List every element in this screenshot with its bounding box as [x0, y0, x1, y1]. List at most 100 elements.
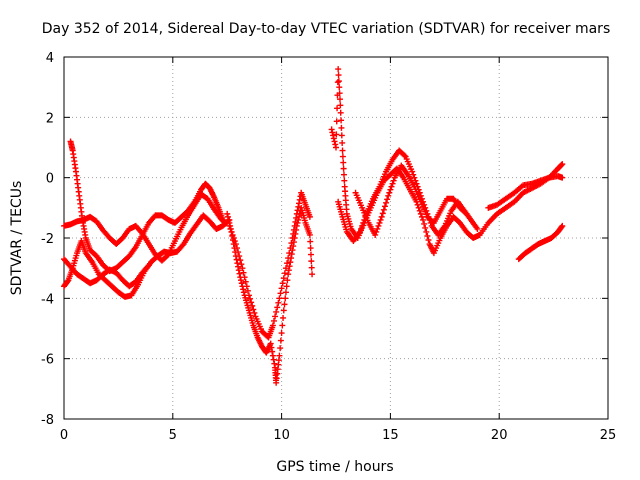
data-point: [558, 223, 565, 230]
series-track-4: [61, 256, 152, 290]
series-track-3: [61, 191, 229, 264]
data-point: [333, 118, 340, 125]
x-tick-label: 0: [60, 428, 68, 443]
data-point: [358, 225, 365, 232]
data-point: [145, 262, 152, 269]
data-point: [306, 213, 313, 220]
data-point: [248, 299, 255, 306]
series-track-1: [67, 138, 226, 275]
data-point: [281, 301, 288, 308]
data-point: [277, 290, 284, 297]
data-point: [360, 219, 367, 226]
data-point: [273, 308, 280, 315]
data-point: [340, 159, 347, 166]
data-point: [338, 132, 345, 139]
data-point: [281, 270, 288, 277]
data-point: [274, 304, 281, 311]
data-point: [224, 213, 231, 220]
data-point: [308, 258, 315, 265]
chart-title: Day 352 of 2014, Sidereal Day-to-day VTE…: [42, 21, 610, 37]
data-point: [292, 218, 299, 225]
data-point: [417, 210, 424, 217]
data-point: [307, 238, 314, 245]
data-point: [270, 317, 277, 324]
data-point: [138, 229, 145, 236]
data-point: [559, 161, 566, 168]
data-point: [236, 270, 243, 277]
data-point: [424, 232, 431, 239]
data-point: [237, 277, 244, 284]
data-point: [338, 117, 345, 124]
data-point: [308, 264, 315, 271]
data-point: [232, 241, 239, 248]
data-point: [286, 263, 293, 270]
data-point: [247, 295, 254, 302]
data-point: [307, 245, 314, 252]
data-point: [225, 216, 232, 223]
data-point: [386, 189, 393, 196]
data-point: [331, 138, 338, 145]
series-track-5: [224, 204, 316, 386]
data-point: [337, 109, 344, 116]
data-point: [242, 278, 249, 285]
data-point: [240, 269, 247, 276]
data-point: [422, 224, 429, 231]
data-point: [379, 210, 386, 217]
data-point: [336, 84, 343, 91]
data-point: [334, 79, 341, 86]
data-point: [390, 177, 397, 184]
data-point: [383, 199, 390, 206]
data-point: [272, 313, 279, 320]
data-point: [416, 207, 423, 214]
data-point: [284, 277, 291, 284]
data-point: [401, 152, 408, 159]
data-point: [238, 280, 245, 287]
data-point: [296, 213, 303, 220]
data-point: [144, 263, 151, 270]
data-point: [410, 171, 417, 178]
data-point: [330, 132, 337, 139]
data-point: [385, 192, 392, 199]
data-point: [387, 186, 394, 193]
data-point: [288, 240, 295, 247]
data-point: [287, 245, 294, 252]
data-point: [285, 255, 292, 262]
data-point: [293, 210, 300, 217]
data-point: [309, 271, 316, 278]
data-point: [278, 285, 285, 292]
data-point: [380, 206, 387, 213]
data-point: [221, 219, 228, 226]
data-point: [285, 271, 292, 278]
data-point: [559, 222, 566, 229]
data-point: [239, 265, 246, 272]
data-point: [240, 286, 247, 293]
data-point: [245, 292, 252, 299]
data-point: [336, 96, 343, 103]
data-point: [340, 171, 347, 178]
data-point: [339, 153, 346, 160]
data-point: [474, 225, 481, 232]
data-point: [279, 280, 286, 287]
data-point: [356, 228, 363, 235]
data-point: [276, 352, 283, 359]
data-point: [276, 295, 283, 302]
data-point: [296, 196, 303, 203]
x-axis-label: GPS time / hours: [276, 459, 393, 475]
data-point: [333, 131, 340, 138]
data-point: [463, 210, 470, 217]
data-point: [335, 78, 342, 85]
y-tick-label: 4: [46, 51, 54, 66]
data-point: [359, 222, 366, 229]
data-point: [339, 139, 346, 146]
data-point: [226, 222, 233, 229]
data-point: [388, 183, 395, 190]
data-point: [329, 129, 336, 136]
data-point: [372, 231, 379, 238]
data-point: [389, 180, 396, 187]
data-point: [240, 289, 247, 296]
data-point: [559, 174, 566, 181]
x-tick-label: 10: [273, 428, 290, 443]
data-point: [420, 216, 427, 223]
series-track-8: [335, 147, 481, 245]
